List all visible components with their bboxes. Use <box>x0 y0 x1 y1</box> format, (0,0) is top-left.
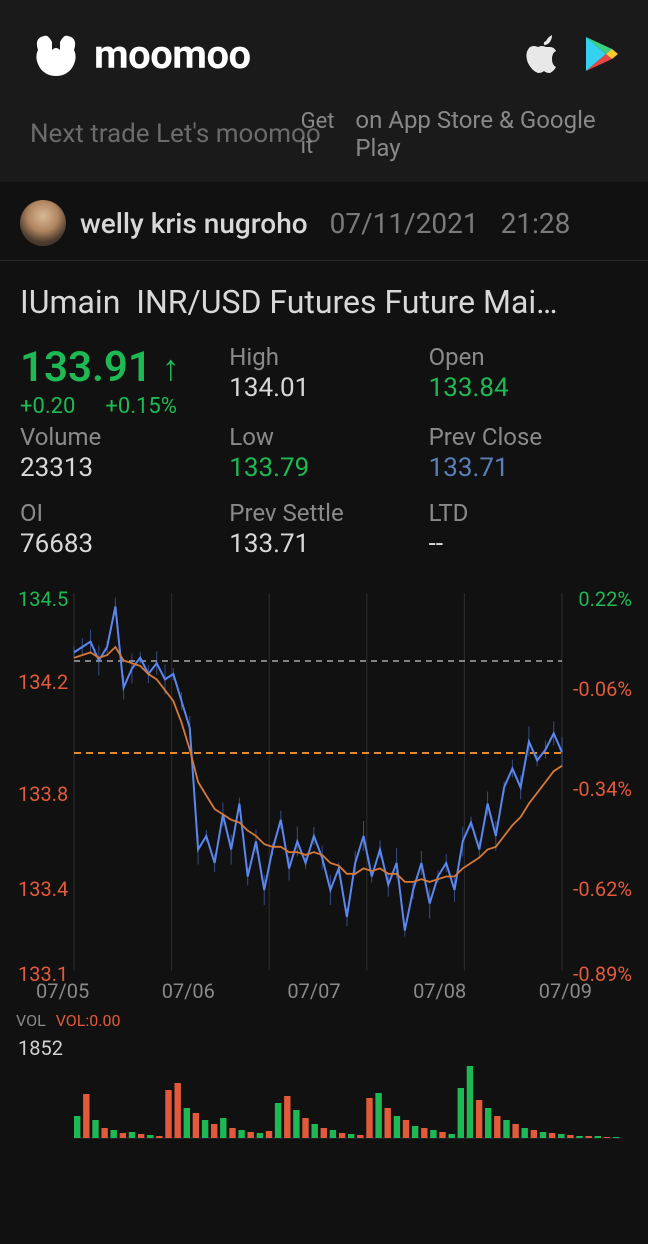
high-value: 134.01 <box>229 373 428 403</box>
low-label: Low <box>229 423 428 451</box>
y-axis-right-label: -0.34% <box>573 777 632 801</box>
prev-settle-value: 133.71 <box>229 529 428 559</box>
store-icons <box>524 35 618 73</box>
stat-low: Low 133.79 <box>229 423 428 495</box>
y-axis-left-label: 133.1 <box>18 962 68 986</box>
stat-high: High 134.01 <box>229 343 428 419</box>
prev-close-label: Prev Close <box>429 423 628 451</box>
stat-prev-close: Prev Close 133.71 <box>429 423 628 495</box>
moomoo-cow-icon <box>30 30 82 78</box>
high-label: High <box>229 343 428 371</box>
y-axis-right-label: -0.06% <box>573 677 632 701</box>
apple-icon[interactable] <box>524 35 556 73</box>
post-header[interactable]: welly kris nugroho 07/11/2021 21:28 <box>0 182 648 261</box>
stat-prev-settle: Prev Settle 133.71 <box>229 499 428 571</box>
price-chart: 134.5134.2133.8133.4133.1 0.22%-0.06%-0.… <box>16 587 632 977</box>
banner-top-row: moomoo <box>30 30 618 78</box>
vol-label: VOL <box>16 1011 46 1030</box>
banner-tagline: Next trade Let's moomoo Get it on App St… <box>30 106 618 162</box>
x-axis-label: 07/07 <box>287 979 340 1003</box>
volume-label: Volume <box>20 423 229 451</box>
vol-value-label: VOL:0.00 <box>56 1011 121 1030</box>
y-axis-right-label: -0.89% <box>573 962 632 986</box>
brand-name: moomoo <box>94 31 251 78</box>
oi-label: OI <box>20 499 229 527</box>
tagline-mid: Get it <box>301 109 348 159</box>
x-axis-label: 07/06 <box>162 979 215 1003</box>
volume-value: 23313 <box>20 453 229 483</box>
volume-chart[interactable]: 1852 <box>0 1030 648 1140</box>
prev-close-value: 133.71 <box>429 453 628 483</box>
price-chart-area[interactable]: 134.5 134.2 133.8 133.4 133.1 0.22% -0.06% -0.… <box>0 581 648 1003</box>
y-axis-right-label: 0.22% <box>578 587 632 611</box>
app-banner: moomoo Next trade Let's moomoo Get it on… <box>0 0 648 182</box>
tagline-left: Next trade Let's moomoo <box>30 119 321 149</box>
volume-header: VOL VOL:0.00 <box>0 1003 648 1030</box>
price-block: 133.91 ↑ +0.20 +0.15% <box>20 343 229 419</box>
stat-volume: Volume 23313 <box>20 423 229 483</box>
last-price: 133.91 ↑ <box>20 343 229 392</box>
avatar[interactable] <box>20 200 66 246</box>
symbol-title[interactable]: IUmain INR/USD Futures Future Mai… <box>0 261 648 331</box>
price-value: 133.91 <box>20 343 152 392</box>
quote-grid: 133.91 ↑ +0.20 +0.15% High 134.01 Open 1… <box>0 331 648 581</box>
y-axis-left-label: 133.4 <box>18 877 68 901</box>
prev-settle-label: Prev Settle <box>229 499 428 527</box>
volume-chart-svg <box>16 1030 632 1140</box>
stat-open: Open 133.84 <box>429 343 628 419</box>
arrow-up-icon: ↑ <box>162 350 180 386</box>
symbol-name: INR/USD Futures Future Mai… <box>136 283 557 321</box>
y-axis-left-label: 134.2 <box>18 670 68 694</box>
google-play-icon[interactable] <box>584 35 618 73</box>
post-date: 07/11/2021 <box>330 207 479 240</box>
stat-oi: OI 76683 <box>20 499 229 559</box>
low-value: 133.79 <box>229 453 428 483</box>
open-label: Open <box>429 343 628 371</box>
oi-value: 76683 <box>20 529 229 559</box>
symbol-ticker: IUmain <box>20 283 120 321</box>
volume-y-label: 1852 <box>18 1036 63 1060</box>
price-change-pct: +0.15% <box>105 394 177 419</box>
brand-logo[interactable]: moomoo <box>30 30 251 78</box>
ltd-label: LTD <box>429 499 628 527</box>
y-axis-right-label: -0.62% <box>573 877 632 901</box>
y-axis-left-label: 133.8 <box>18 782 68 806</box>
price-change: +0.20 <box>20 394 75 419</box>
open-value: 133.84 <box>429 373 628 403</box>
ltd-value: -- <box>429 529 628 559</box>
x-axis-label: 07/08 <box>413 979 466 1003</box>
post-time: 21:28 <box>501 207 571 240</box>
price-chart-svg <box>16 587 632 977</box>
y-axis-left-label: 134.5 <box>18 587 68 611</box>
stat-ltd: LTD -- <box>429 499 628 571</box>
tagline-right: on App Store & Google Play <box>355 106 618 162</box>
username[interactable]: welly kris nugroho <box>80 207 308 240</box>
